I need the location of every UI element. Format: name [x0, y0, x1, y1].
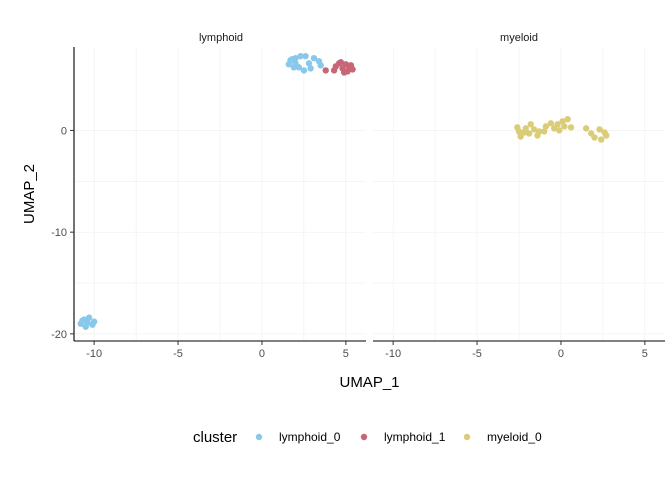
legend-label-lymphoid_0: lymphoid_0 — [279, 430, 341, 444]
data-point-lymphoid_0 — [85, 314, 93, 321]
data-point-lymphoid_0 — [288, 56, 296, 63]
x-tick-label: -5 — [472, 348, 482, 360]
y-tick-label: -20 — [51, 329, 67, 341]
data-point-lymphoid_0 — [290, 64, 298, 71]
data-point-lymphoid_0 — [297, 52, 304, 60]
legend-title: cluster — [193, 429, 237, 446]
data-point-lymphoid_1 — [335, 60, 343, 67]
data-point-lymphoid_1 — [322, 67, 329, 74]
data-point-myeloid_0 — [591, 134, 598, 141]
data-point-myeloid_0 — [540, 128, 548, 135]
x-tick-label: -5 — [173, 348, 183, 360]
data-point-myeloid_0 — [534, 132, 541, 139]
data-point-lymphoid_0 — [300, 67, 308, 74]
data-point-lymphoid_0 — [295, 64, 303, 71]
data-point-lymphoid_0 — [79, 317, 86, 324]
data-point-lymphoid_0 — [307, 65, 314, 72]
legend-label-myeloid_0: myeloid_0 — [487, 430, 542, 444]
legend-key-lymphoid_0 — [255, 433, 263, 441]
legend-label-lymphoid_1: lymphoid_1 — [384, 430, 446, 444]
data-point-lymphoid_0 — [310, 54, 318, 62]
data-point-lymphoid_0 — [305, 60, 313, 67]
data-point-lymphoid_0 — [84, 319, 91, 326]
data-point-myeloid_0 — [564, 116, 571, 123]
data-point-lymphoid_1 — [340, 69, 348, 76]
x-tick-label: 0 — [558, 348, 564, 360]
facet-title-myeloid: myeloid — [500, 32, 538, 44]
data-point-myeloid_0 — [596, 126, 603, 133]
y-axis-title: UMAP_2 — [21, 164, 38, 224]
data-point-myeloid_0 — [559, 118, 566, 125]
data-point-lymphoid_1 — [346, 64, 353, 71]
data-point-myeloid_0 — [515, 128, 523, 135]
data-point-lymphoid_0 — [302, 52, 309, 60]
data-point-myeloid_0 — [547, 120, 555, 127]
data-point-myeloid_0 — [598, 136, 605, 143]
data-point-myeloid_0 — [582, 125, 590, 132]
data-point-myeloid_0 — [542, 123, 550, 130]
x-tick-label: 0 — [259, 348, 265, 360]
data-point-myeloid_0 — [567, 124, 575, 131]
x-tick-label: 5 — [343, 348, 349, 360]
data-point-myeloid_0 — [525, 130, 533, 137]
y-tick-label: -10 — [51, 227, 67, 239]
data-point-myeloid_0 — [527, 121, 534, 128]
data-point-myeloid_0 — [520, 129, 528, 136]
facet-title-lymphoid: lymphoid — [199, 32, 243, 44]
data-point-myeloid_0 — [556, 127, 563, 134]
legend-key-myeloid_0 — [463, 433, 471, 441]
data-point-myeloid_0 — [554, 121, 561, 128]
data-point-lymphoid_1 — [330, 67, 338, 74]
data-point-lymphoid_0 — [89, 321, 96, 328]
x-axis-title: UMAP_1 — [339, 374, 399, 391]
x-tick-label: 5 — [642, 348, 648, 360]
data-point-myeloid_0 — [603, 132, 610, 139]
x-tick-label: -10 — [385, 348, 401, 360]
data-point-lymphoid_0 — [285, 61, 293, 68]
legend-key-lymphoid_1 — [360, 433, 368, 441]
data-point-myeloid_0 — [561, 123, 568, 130]
data-point-myeloid_0 — [530, 126, 538, 133]
x-tick-label: -10 — [86, 348, 102, 360]
y-tick-label: 0 — [61, 125, 67, 137]
data-point-lymphoid_0 — [317, 62, 324, 69]
